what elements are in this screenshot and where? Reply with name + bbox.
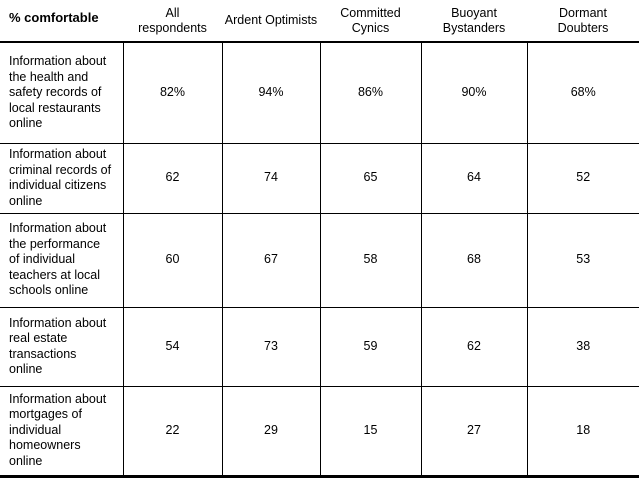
cell-value: 29 [221,385,321,478]
cell-value: 82% [122,41,223,144]
cell-value: 65 [319,142,422,214]
row-label: Information about the performance of ind… [0,212,124,308]
cell-value: 62 [122,142,223,214]
table-row: Information about the performance of ind… [0,212,639,308]
table-title: % comfortable [0,0,123,43]
column-header-dormant-doubters: Dormant Doubters [527,0,639,43]
cell-value: 52 [526,142,639,214]
row-label: Information about criminal records of in… [0,142,124,214]
cell-value: 15 [319,385,422,478]
column-header-all-respondents: All respondents [123,0,222,43]
cell-value: 62 [420,306,528,387]
column-header-ardent-optimists: Ardent Optimists [222,0,320,43]
cell-value: 94% [221,41,321,144]
cell-value: 58 [319,212,422,308]
cell-value: 54 [122,306,223,387]
table-row: Information about criminal records of in… [0,142,639,214]
table-row: Information about mortgages of individua… [0,385,639,478]
cell-value: 59 [319,306,422,387]
cell-value: 60 [122,212,223,308]
table-row: Information about real estate transactio… [0,306,639,387]
cell-value: 67 [221,212,321,308]
cell-value: 38 [526,306,639,387]
row-label: Information about mortgages of individua… [0,385,124,478]
column-header-buoyant-bystanders: Buoyant Bystanders [421,0,527,43]
cell-value: 53 [526,212,639,308]
cell-value: 90% [420,41,528,144]
cell-value: 68% [526,41,639,144]
cell-value: 64 [420,142,528,214]
cell-value: 27 [420,385,528,478]
cell-value: 18 [526,385,639,478]
header-row: % comfortable All respondents Ardent Opt… [0,0,639,43]
table-row: Information about the health and safety … [0,41,639,144]
cell-value: 68 [420,212,528,308]
cell-value: 22 [122,385,223,478]
row-label: Information about the health and safety … [0,41,124,144]
column-header-committed-cynics: Committed Cynics [320,0,421,43]
cell-value: 86% [319,41,422,144]
cell-value: 73 [221,306,321,387]
cell-value: 74 [221,142,321,214]
row-label: Information about real estate transactio… [0,306,124,387]
